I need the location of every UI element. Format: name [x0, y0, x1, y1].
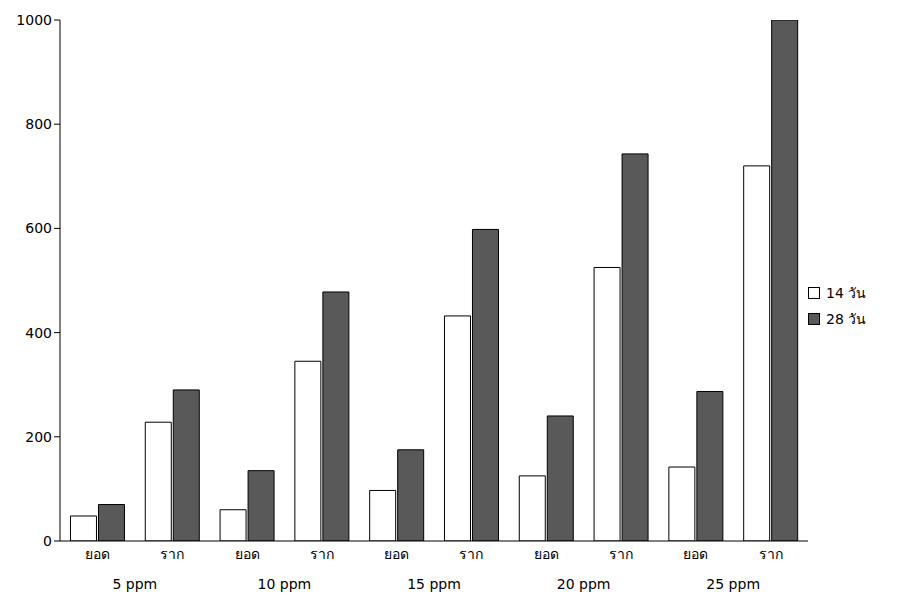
svg-text:200: 200 [25, 429, 52, 445]
svg-text:600: 600 [25, 220, 52, 236]
svg-text:ยอด: ยอด [534, 546, 559, 562]
svg-text:10 ppm: 10 ppm [258, 576, 312, 592]
svg-text:25 ppm: 25 ppm [706, 576, 760, 592]
svg-text:ยอด: ยอด [683, 546, 708, 562]
svg-text:ราก: ราก [160, 546, 184, 562]
svg-text:0: 0 [43, 533, 52, 549]
svg-text:1000: 1000 [16, 12, 52, 28]
svg-text:ราก: ราก [310, 546, 334, 562]
svg-text:800: 800 [25, 116, 52, 132]
svg-text:5 ppm: 5 ppm [112, 576, 157, 592]
svg-text:ราก: ราก [759, 546, 783, 562]
html-text:14 วัน: 14 วัน [826, 284, 867, 301]
svg-text:ราก: ราก [459, 546, 483, 562]
svg-text:15 ppm: 15 ppm [407, 576, 461, 592]
html-text:28 วัน: 28 วัน [826, 310, 867, 327]
svg-text:ราก: ราก [609, 546, 633, 562]
svg-text:ยอด: ยอด [85, 546, 110, 562]
svg-text:400: 400 [25, 325, 52, 341]
svg-text:ยอด: ยอด [235, 546, 260, 562]
svg-text:ยอด: ยอด [384, 546, 409, 562]
svg-text:20 ppm: 20 ppm [557, 576, 611, 592]
